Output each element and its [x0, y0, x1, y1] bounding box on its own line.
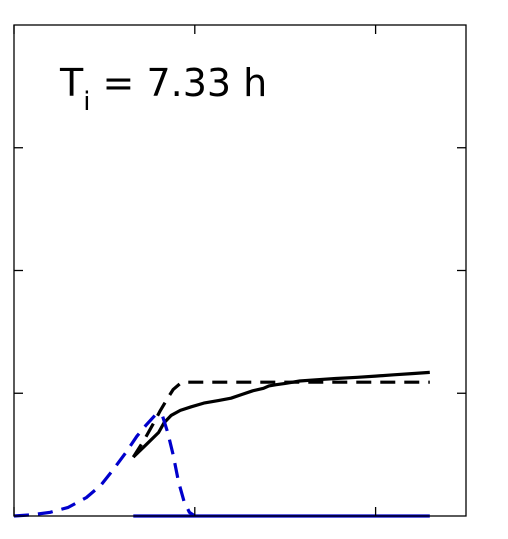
- series-layer: [13, 370, 430, 518]
- annotation-label: Ti = 7.33 h: [59, 61, 267, 117]
- series-line-2: [131, 380, 430, 458]
- tick-layer: [13, 25, 466, 516]
- annotation-rest: = 7.33 h: [90, 61, 267, 105]
- annotation-main: T: [59, 61, 84, 105]
- series-line-3: [13, 413, 196, 518]
- series-line-1: [132, 370, 430, 459]
- annotation-subscript: i: [83, 87, 90, 117]
